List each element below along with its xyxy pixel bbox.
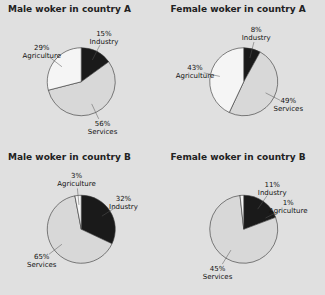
data-label: 49% [281,97,297,105]
leader-line [92,104,99,119]
pie-slice [210,195,278,263]
slice-label: 8%Industry [242,26,271,42]
category-label: Services [27,261,57,269]
category-label: Industry [242,34,271,42]
pie-panel: Male woker in country B 32%Industry 65%Ser… [8,152,138,269]
category-label: Services [203,273,233,281]
slice-label: 43%Agriculture [176,64,215,80]
leader-line [222,250,231,264]
slice-label: 65%Services [27,253,57,269]
leader-line [102,207,116,216]
category-label: Agriculture [57,180,96,188]
leader-line [49,57,62,67]
data-label: 56% [95,120,111,128]
leader-line [204,73,220,77]
category-label: Industry [258,189,287,197]
leader-line [250,42,254,58]
pie-panel: Male woker in country A 15%Industry 56%Ser… [8,4,131,136]
category-label: Services [88,128,118,136]
data-label: 29% [34,44,50,52]
pie-panel: Female woker in country B 11%Industry 45%S… [171,152,308,281]
chart-title: Male woker in country B [8,152,131,162]
leader-line [49,244,62,254]
slice-label: 56%Services [88,120,118,136]
chart-title: Female woker in country A [171,4,306,14]
slice-label: 15%Industry [90,30,119,46]
data-label: 65% [34,253,50,261]
leader-line [77,188,79,204]
category-label: Agriculture [176,72,215,80]
leader-line [266,93,281,100]
category-label: Industry [109,203,138,211]
category-label: Agriculture [22,52,61,60]
leader-line [92,45,99,60]
data-label: 8% [251,26,262,34]
data-label: 45% [210,265,226,273]
chart-title: Female woker in country B [171,152,306,162]
pie-slice [210,48,244,113]
data-label: 1% [283,199,294,207]
chart-title: Male woker in country A [8,4,131,14]
pie-panel: Female woker in country A 8%Industry 49%Se… [171,4,306,116]
slice-label: 1%Agriculture [269,199,308,215]
slice-label: 3%Agriculture [57,172,96,188]
pie-slice [47,196,112,263]
data-label: 11% [264,181,280,189]
leader-line [258,196,267,210]
category-label: Industry [90,38,119,46]
category-label: Services [274,105,304,113]
pie-slice [240,195,244,229]
data-label: 32% [116,195,132,203]
slice-label: 49%Services [274,97,304,113]
data-label: 43% [187,64,203,72]
slice-label: 29%Agriculture [22,44,61,60]
slice-label: 11%Industry [258,181,287,197]
leader-line [266,210,281,218]
slice-label: 45%Services [203,265,233,281]
category-label: Agriculture [269,207,308,215]
data-label: 3% [71,172,82,180]
chart-root: Male woker in country A15%Industry56%Ser… [0,0,325,295]
data-label: 15% [96,30,112,38]
pie-slice [75,195,81,229]
